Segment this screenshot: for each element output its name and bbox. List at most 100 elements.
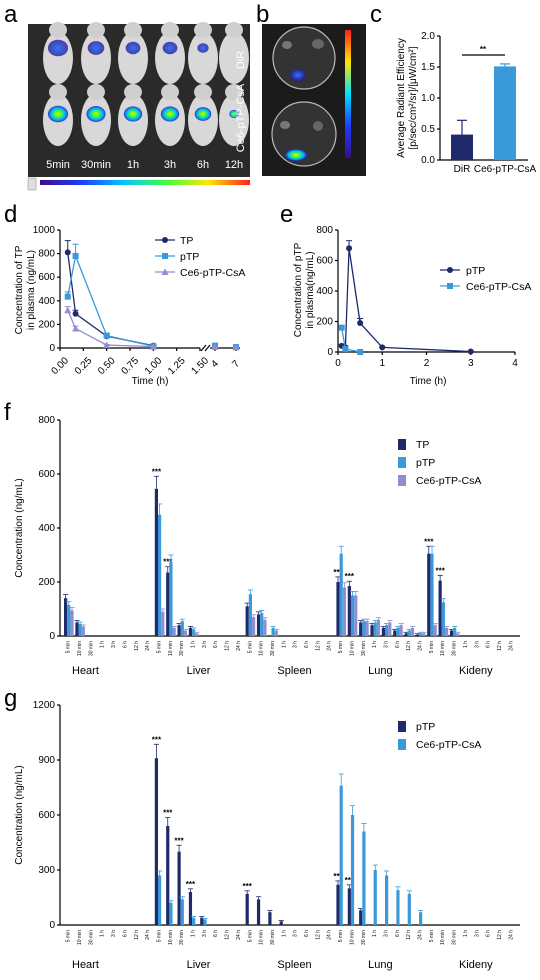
chart-g-organ-label: Kideny xyxy=(459,959,493,971)
chart-g-time-label: 30 min xyxy=(452,930,458,945)
chart-f-significance-label: *** xyxy=(345,572,355,581)
e-point xyxy=(342,345,349,352)
chart-f-y-label: Concentration (ng/mL) xyxy=(14,478,25,578)
panel-letter-d: d xyxy=(4,201,17,228)
chart-g-time-label: 1 h xyxy=(372,930,378,937)
chart-g-time-label: 1 h xyxy=(191,930,197,937)
d-legend-marker xyxy=(162,253,168,259)
chart-g-time-label: 6 h xyxy=(304,930,310,937)
chart-f-bar xyxy=(339,553,343,636)
chart-f-time-label: 5 min xyxy=(429,641,435,653)
chart-f-time-label: 1 h xyxy=(463,641,469,648)
c-y-tick-label: 1.0 xyxy=(421,93,435,104)
chart-g-time-label: 5 min xyxy=(156,930,162,942)
mouse-head xyxy=(161,22,179,38)
chart-f-bar xyxy=(456,633,460,636)
e-y-tick-label: 200 xyxy=(316,317,333,328)
chart-g-significance-label: *** xyxy=(243,882,253,891)
chart-f-time-label: 3 h xyxy=(202,641,208,648)
chart-f-bar xyxy=(433,625,437,636)
chart-f-time-label: 30 min xyxy=(452,641,458,656)
chart-g-bar xyxy=(192,917,196,925)
e-point xyxy=(346,245,353,252)
chart-g-legend-label: pTP xyxy=(416,721,435,733)
e-y-label-line1: Concentration of pTP xyxy=(293,242,304,337)
chart-g-bar xyxy=(279,921,283,925)
d-point xyxy=(64,249,71,256)
chart-d: 0 200 400 600 800 1000 0.00 0.25 0.50 0.75 1.00 1.2… xyxy=(14,225,245,387)
chart-f-y-tick-label: 0 xyxy=(49,631,55,642)
panel-letter-e: e xyxy=(280,201,293,228)
d-x-tick-label: 1.25 xyxy=(166,355,188,377)
chart-f-legend-swatch xyxy=(398,457,406,468)
d-point xyxy=(103,341,111,349)
chart-g-legend-swatch xyxy=(398,721,406,732)
e-point xyxy=(379,344,386,351)
dish-top xyxy=(272,26,336,90)
chart-g-y-tick-label: 0 xyxy=(49,920,55,931)
e-y-tick-label: 600 xyxy=(316,256,333,267)
chart-g-bar xyxy=(339,785,343,925)
chart-f-bar xyxy=(347,586,351,636)
d-y-tick-label: 400 xyxy=(38,296,55,307)
chart-f-y-tick-label: 200 xyxy=(38,577,55,588)
chart-g-time-label: 24 h xyxy=(145,930,151,940)
chart-g-significance-label: *** xyxy=(163,809,173,818)
chart-g-time-label: 30 min xyxy=(88,930,94,945)
chart-g-bar xyxy=(373,870,377,925)
chart-f-bar xyxy=(350,595,355,636)
chart-g-time-label: 10 min xyxy=(77,930,83,945)
d-axis-break-mark xyxy=(204,344,211,352)
chart-g-bar xyxy=(203,919,207,925)
fluorescence-signal xyxy=(47,105,69,123)
chart-f-time-label: 5 min xyxy=(66,641,72,653)
fluorescence-signal xyxy=(86,106,106,122)
chart-f-time-label: 6 h xyxy=(122,641,128,648)
chart-f-significance-label: *** xyxy=(435,566,445,575)
chart-f-time-label: 3 h xyxy=(474,641,480,648)
chart-f-bar xyxy=(370,625,374,636)
chart-f-bar xyxy=(169,561,173,636)
chart-g-time-label: 3 h xyxy=(202,930,208,937)
chart-g-organ-label: Heart xyxy=(72,959,99,971)
chart-f-bar xyxy=(183,630,188,636)
chart-f-bar xyxy=(248,594,252,636)
chart-g-time-label: 24 h xyxy=(508,930,514,940)
chart-f-time-label: 1 h xyxy=(281,641,287,648)
chart-g-time-label: 12 h xyxy=(406,930,412,940)
chart-f-time-label: 6 h xyxy=(395,641,401,648)
chart-g-time-label: 3 h xyxy=(111,930,117,937)
dish-bottom xyxy=(271,101,337,167)
chart-g-significance-label: *** xyxy=(345,876,355,885)
e-x-tick-label: 4 xyxy=(512,358,518,369)
chart-g-y-label: Concentration (ng/mL) xyxy=(14,765,25,865)
c-category-label: DiR xyxy=(454,164,471,175)
d-series-line xyxy=(67,253,154,347)
chart-f-legend-swatch xyxy=(398,439,406,450)
chart-g-bar xyxy=(336,884,340,925)
time-label-4: 6h xyxy=(197,159,209,171)
chart-f-bar xyxy=(404,633,408,636)
fluorescence-signal xyxy=(162,41,178,55)
chart-g-time-label: 24 h xyxy=(327,930,333,940)
d-point xyxy=(72,310,79,317)
organ-top-2 xyxy=(312,39,324,49)
chart-g-time-label: 10 min xyxy=(259,930,265,945)
panel-letter-b: b xyxy=(256,1,269,28)
d-legend-marker xyxy=(162,237,168,243)
e-point xyxy=(467,348,474,355)
c-y-tick-label: 2.0 xyxy=(421,31,435,42)
chart-g-time-label: 12 h xyxy=(497,930,503,940)
e-y-tick-label: 400 xyxy=(316,286,333,297)
chart-g-organ-label: Liver xyxy=(187,959,211,971)
chart-f-bar xyxy=(396,627,400,636)
mouse-head xyxy=(87,22,105,38)
chart-f-time-label: 30 min xyxy=(179,641,185,656)
chart-f-time-label: 1 h xyxy=(372,641,378,648)
chart-f-time-label: 10 min xyxy=(168,641,174,656)
e-legend-marker xyxy=(447,283,453,289)
chart-f-significance-label: *** xyxy=(424,537,434,546)
chart-g-time-label: 24 h xyxy=(418,930,424,940)
d-x-tick-label: 0.50 xyxy=(96,355,118,377)
chart-g-time-label: 5 min xyxy=(66,930,72,942)
